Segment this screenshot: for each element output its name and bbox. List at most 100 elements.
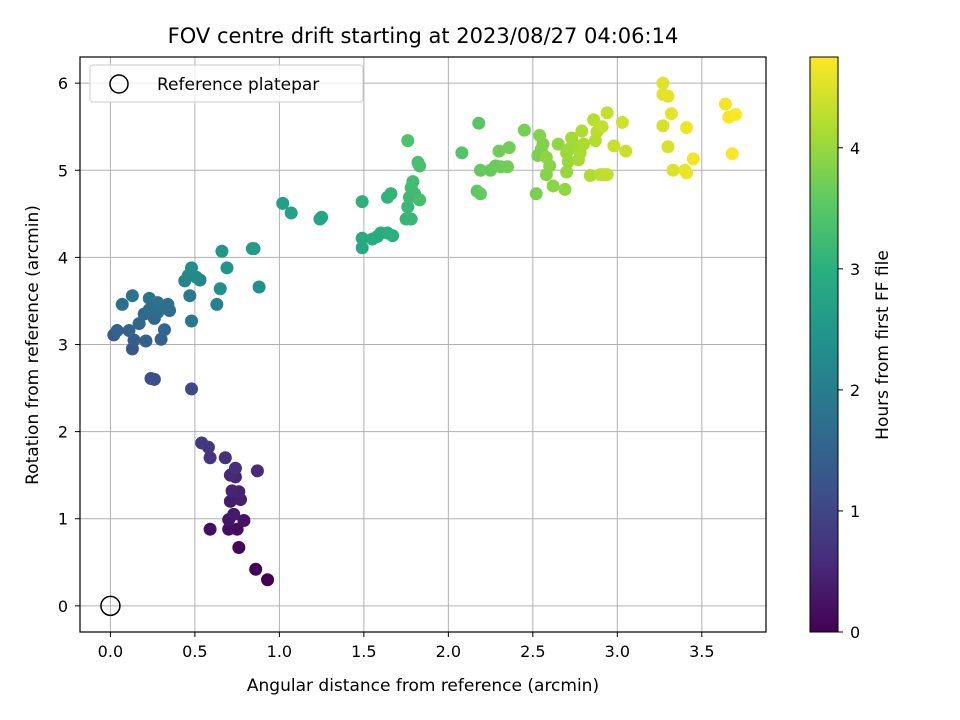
data-point [472, 116, 486, 130]
data-point [529, 187, 543, 201]
x-tick-label: 3.0 [605, 642, 630, 661]
data-point [575, 124, 589, 138]
data-point [249, 562, 263, 576]
y-tick-label: 3 [58, 336, 68, 355]
x-axis-title: Angular distance from reference (arcmin) [247, 676, 599, 696]
colorbar-ticks: 0 1 2 3 4 [838, 139, 860, 642]
legend: Reference platepar [89, 64, 364, 103]
data-point [183, 289, 197, 303]
data-point [261, 573, 275, 587]
data-point [533, 128, 547, 142]
data-point [237, 513, 251, 527]
colorbar-tick-label: 3 [850, 260, 860, 279]
data-point [247, 242, 261, 256]
x-tick-label: 2.5 [520, 642, 545, 661]
y-tick-label: 2 [58, 423, 68, 442]
data-point [656, 76, 670, 90]
data-point [210, 297, 224, 311]
colorbar: 0 1 2 3 4 Hours from first FF file [809, 56, 893, 642]
legend-reference-marker [109, 74, 129, 94]
data-point [595, 120, 609, 134]
data-point [185, 382, 199, 396]
data-point [284, 206, 298, 220]
colorbar-tick-label: 2 [850, 381, 860, 400]
data-point [386, 229, 400, 243]
data-point [227, 507, 241, 521]
data-point [607, 139, 621, 153]
data-point [517, 123, 531, 137]
x-tick-label: 1.5 [351, 642, 376, 661]
data-point [220, 261, 234, 275]
data-point [539, 150, 553, 164]
data-point [600, 168, 614, 182]
data-point [666, 163, 680, 177]
data-point [661, 89, 675, 103]
data-point [215, 244, 229, 258]
reference-marker [100, 595, 121, 617]
data-point [157, 323, 171, 337]
data-point [583, 168, 597, 182]
data-point [213, 282, 227, 296]
data-point [203, 451, 217, 465]
data-point [656, 119, 670, 133]
data-point [195, 436, 209, 450]
data-point [619, 144, 633, 158]
colorbar-tick-label: 1 [850, 502, 860, 521]
y-tick-label: 6 [58, 74, 68, 93]
data-point [455, 146, 469, 160]
x-tick-label: 2.0 [436, 642, 461, 661]
x-tick-label: 1.0 [267, 642, 292, 661]
data-point [413, 193, 427, 207]
data-point [600, 106, 614, 120]
legend-box [89, 64, 364, 103]
y-tick-label: 4 [58, 248, 68, 267]
data-point [577, 137, 591, 151]
data-point [228, 461, 242, 475]
data-point [122, 324, 136, 338]
x-tick-label: 3.5 [689, 642, 714, 661]
data-point [406, 175, 420, 189]
data-point [500, 160, 514, 174]
data-point [144, 371, 158, 385]
data-point [132, 317, 146, 331]
data-point [502, 141, 516, 155]
data-point [401, 134, 415, 148]
data-point [680, 166, 694, 180]
data-point [315, 210, 329, 224]
data-point [551, 137, 565, 151]
data-point [142, 291, 156, 305]
data-point [225, 484, 239, 498]
data-point [560, 165, 574, 179]
data-point [473, 163, 487, 177]
data-point [203, 522, 217, 536]
data-point [401, 200, 415, 214]
data-point [190, 270, 204, 284]
data-point [384, 187, 398, 201]
data-point [355, 195, 369, 209]
data-point [718, 97, 732, 111]
data-point [125, 289, 139, 303]
y-tick-label: 0 [58, 597, 68, 616]
data-point [680, 121, 694, 135]
y-axis-title: Rotation from reference (arcmin) [23, 205, 43, 485]
data-point [276, 196, 290, 210]
x-tick-label: 0.5 [182, 642, 207, 661]
x-axis-ticks: 0.0 0.5 1.0 1.5 2.0 2.5 3.0 3.5 [98, 632, 715, 661]
colorbar-gradient [809, 56, 839, 633]
data-point [473, 187, 487, 201]
data-point [413, 159, 427, 173]
data-point [127, 333, 141, 347]
data-point [161, 297, 175, 311]
data-point [661, 140, 675, 154]
data-point [615, 115, 629, 129]
data-point [558, 182, 572, 196]
data-point [565, 131, 579, 145]
data-point [725, 147, 739, 161]
colorbar-title: Hours from first FF file [873, 250, 893, 440]
y-tick-label: 5 [58, 161, 68, 180]
chart-title: FOV centre drift starting at 2023/08/27 … [168, 24, 679, 48]
data-point [185, 314, 199, 328]
data-point [185, 261, 199, 275]
y-axis-ticks: 0 1 2 3 4 5 6 [58, 74, 80, 616]
